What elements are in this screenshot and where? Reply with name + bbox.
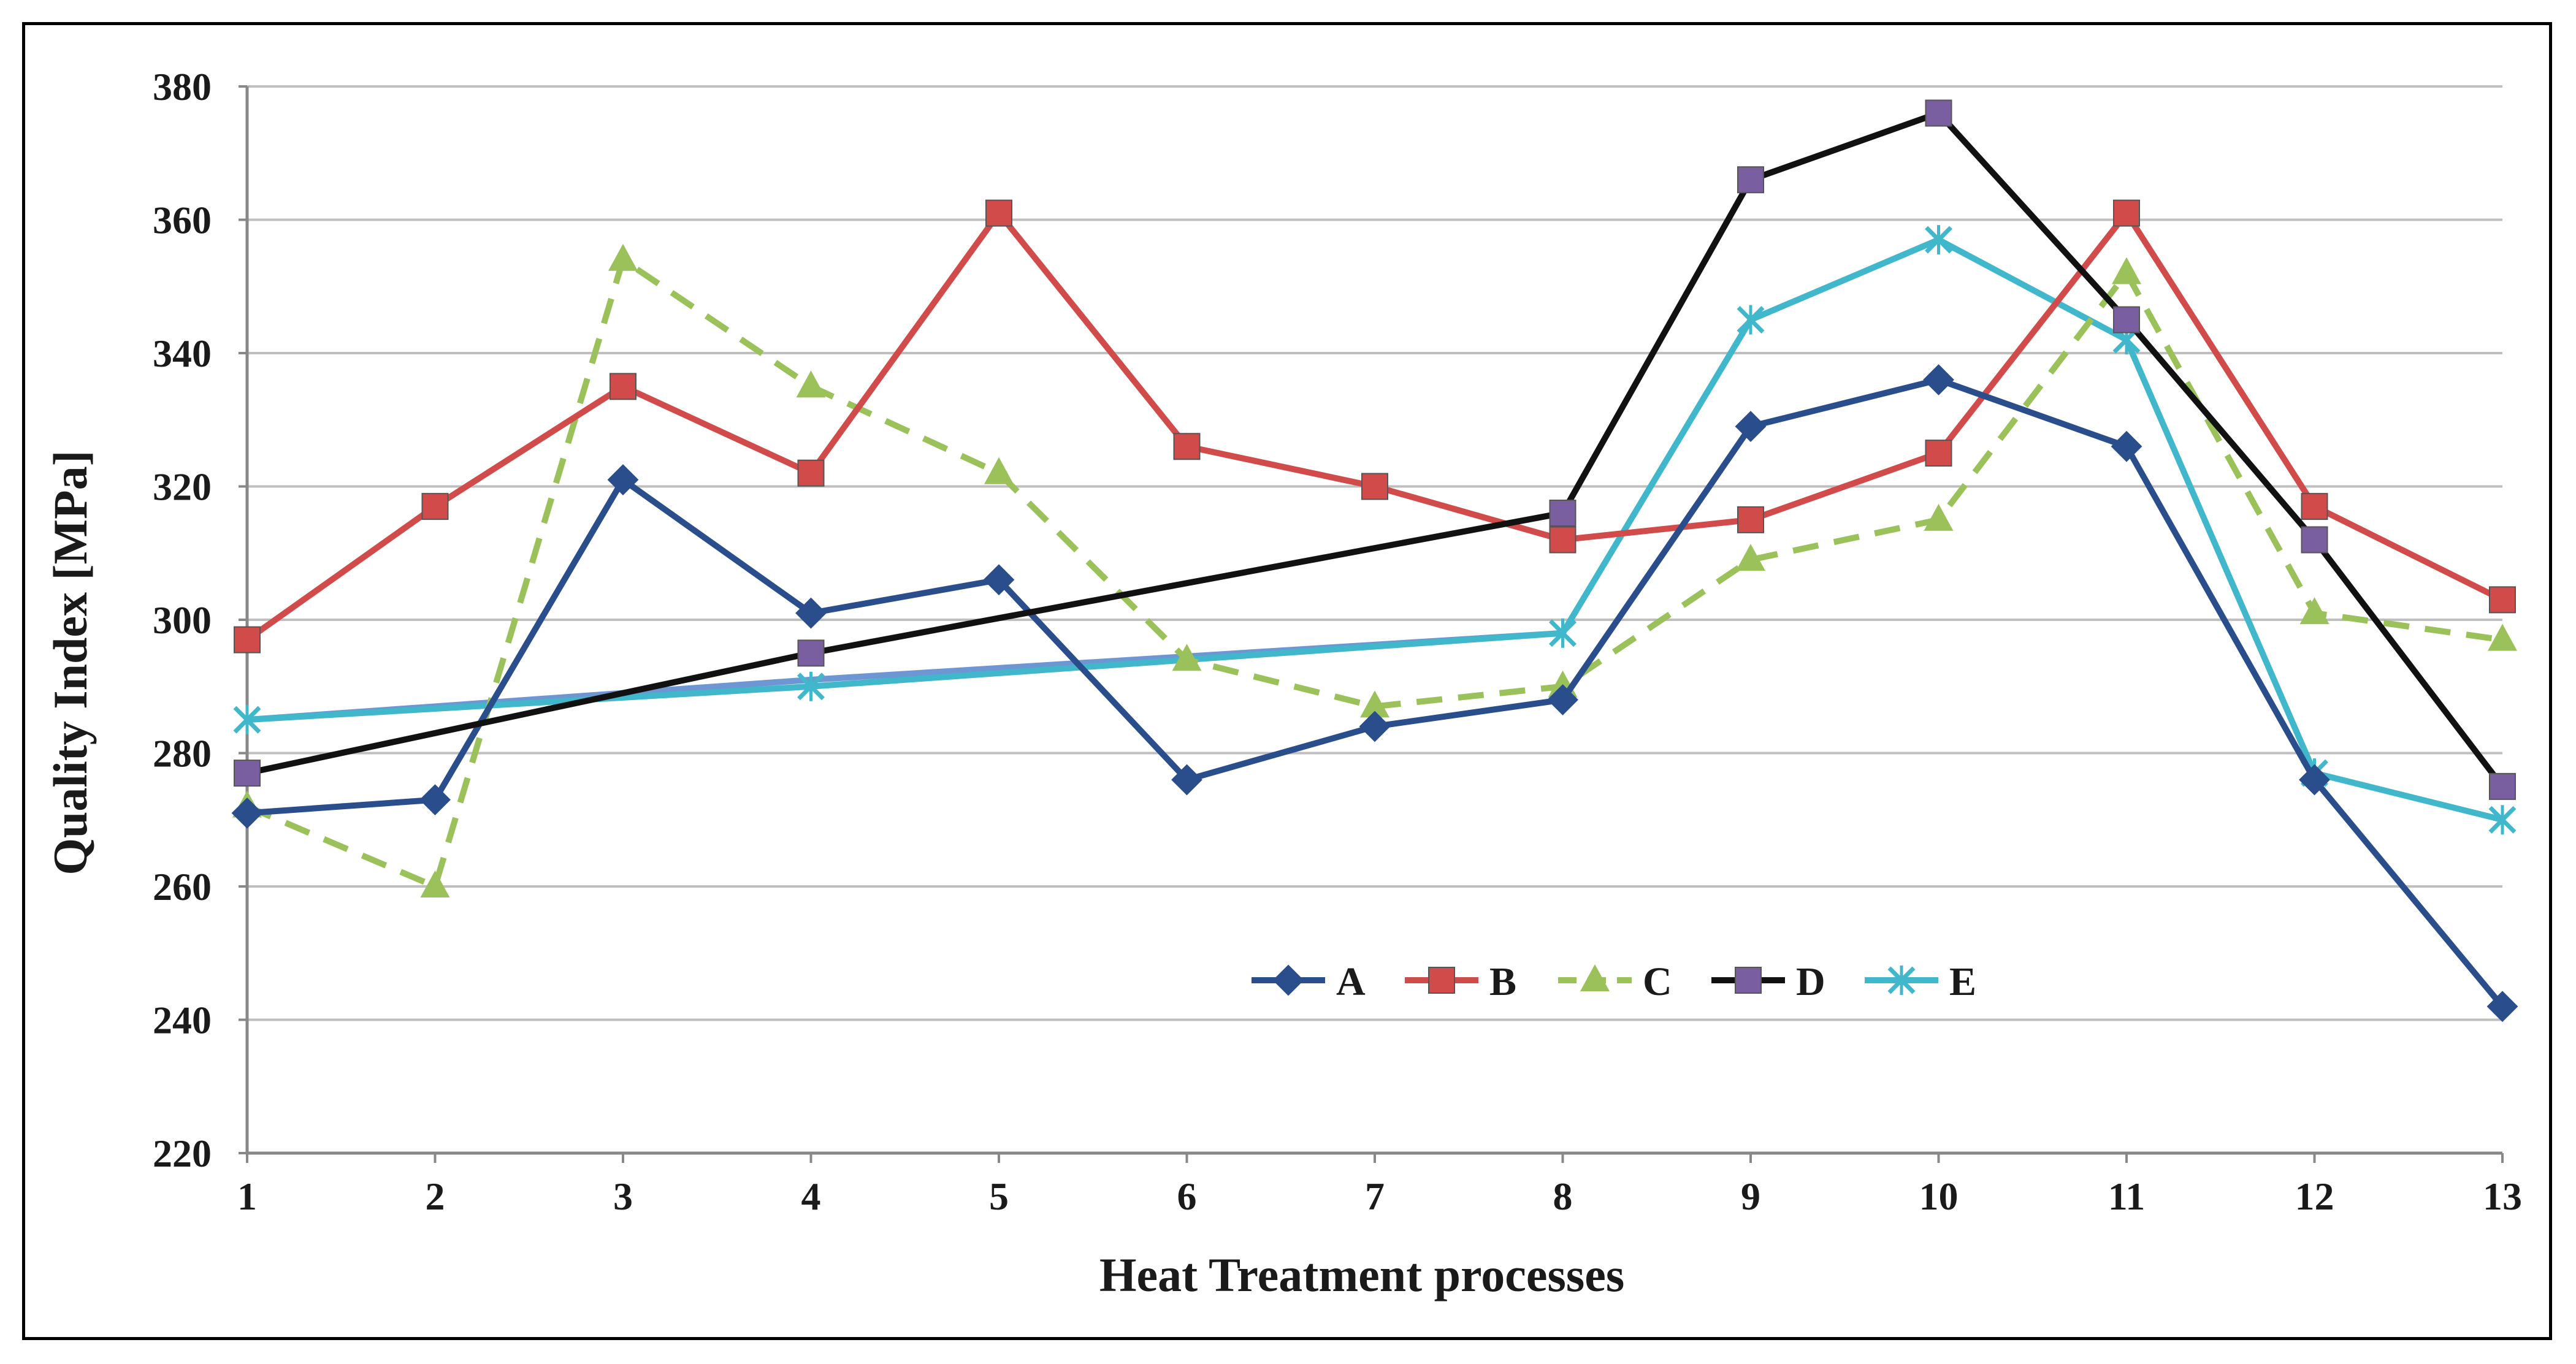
series-D-point-11 — [2113, 306, 2140, 333]
series-D-point-13 — [2489, 772, 2516, 800]
series-B-point-12 — [2301, 493, 2328, 520]
x-tick-label-12: 12 — [2295, 1175, 2334, 1218]
y-tick-label-360: 360 — [153, 199, 212, 242]
y-axis-title: Quality Index [MPa] — [44, 450, 97, 875]
x-tick-label-10: 10 — [1919, 1175, 1959, 1218]
x-tick-label-9: 9 — [1741, 1175, 1760, 1218]
series-C-point-7 — [1360, 690, 1389, 718]
series-layer — [231, 99, 2518, 1023]
y-tick-label-340: 340 — [153, 332, 212, 375]
chart-frame: 220 240 260 280 300 320 340 360 380 1 2 3 4 5 6 7 8 9 10 11… — [22, 22, 2552, 1340]
series-A-point-2 — [419, 784, 451, 816]
series-E-line — [247, 237, 2504, 823]
legend-label-A: A — [1336, 959, 1366, 1004]
legend-label-D: D — [1796, 959, 1825, 1004]
x-tick-label-13: 13 — [2483, 1175, 2522, 1218]
y-tick-label-320: 320 — [153, 465, 212, 509]
series-B-point-5 — [985, 199, 1012, 227]
x-tick-label-5: 5 — [989, 1175, 1009, 1218]
series-D-point-4 — [797, 639, 825, 667]
legend-label-B: B — [1489, 959, 1516, 1004]
series-D-point-1 — [234, 760, 261, 787]
series-A-point-7 — [1359, 711, 1391, 742]
series-A-point-8 — [1547, 684, 1578, 715]
series-E-point-4 — [797, 671, 825, 701]
series-B-point-2 — [421, 493, 449, 520]
x-tick-label-6: 6 — [1177, 1175, 1197, 1218]
x-tick-label-1: 1 — [237, 1175, 257, 1218]
series-B-point-9 — [1737, 506, 1764, 533]
series-E-point-8 — [1549, 618, 1577, 648]
y-tick-label-220: 220 — [153, 1132, 212, 1175]
series-B-point-10 — [1925, 440, 1952, 467]
x-tick-label-7: 7 — [1365, 1175, 1385, 1218]
grid-layer — [247, 85, 2502, 1021]
y-tick-label-240: 240 — [153, 999, 212, 1042]
series-A-point-9 — [1735, 411, 1767, 443]
legend-swatch-marker-C — [1580, 964, 1610, 991]
series-B-point-6 — [1173, 433, 1201, 460]
series-A-point-6 — [1171, 764, 1202, 796]
series-B-point-7 — [1361, 473, 1388, 500]
legend-label-C: C — [1643, 959, 1672, 1004]
series-E-point-9 — [1737, 305, 1765, 335]
series-A-point-10 — [1923, 364, 1954, 395]
legend-swatch-marker-E — [1887, 966, 1916, 995]
series-C-point-2 — [420, 871, 450, 897]
series-A-point-13 — [2486, 991, 2518, 1023]
y-tick-label-300: 300 — [153, 598, 212, 642]
legend-item-B: B — [1405, 959, 1516, 1004]
legend-item-C: C — [1558, 959, 1672, 1004]
series-C-point-13 — [2488, 623, 2517, 651]
series-D-point-12 — [2301, 526, 2328, 554]
series-B-point-3 — [610, 373, 636, 400]
legend: A B C D E — [1252, 959, 1976, 1004]
series-A-point-5 — [983, 564, 1015, 596]
series-C-point-6 — [1172, 644, 1202, 671]
series-B-point-8 — [1549, 526, 1577, 554]
series-C-point-10 — [1924, 503, 1954, 531]
series-C-point-11 — [2112, 257, 2141, 284]
series-B-point-1 — [234, 626, 261, 653]
x-tick-label-4: 4 — [801, 1175, 821, 1218]
series-C-point-9 — [1736, 544, 1765, 571]
series-B-point-13 — [2489, 586, 2516, 614]
series-E-point-10 — [1925, 225, 1952, 255]
x-axis-title: Heat Treatment processes — [1099, 1248, 1624, 1301]
legend-swatch-marker-D — [1735, 967, 1762, 994]
series-C-point-5 — [984, 457, 1014, 484]
legend-item-E: E — [1865, 959, 1976, 1004]
series-D-point-10 — [1925, 99, 1952, 127]
legend-item-D: D — [1711, 959, 1825, 1004]
series-D-line — [246, 110, 2505, 788]
series-A-point-3 — [607, 464, 639, 496]
series-A-point-4 — [795, 597, 827, 629]
series-A-point-12 — [2299, 764, 2330, 796]
x-tick-label-11: 11 — [2108, 1175, 2145, 1218]
series-D-point-9 — [1737, 166, 1764, 194]
series-E-point-13 — [2488, 805, 2517, 835]
series-C-point-4 — [796, 370, 826, 398]
series-C-point-12 — [2299, 597, 2329, 625]
series-A-point-11 — [2111, 430, 2142, 462]
legend-swatch-marker-B — [1428, 967, 1455, 994]
y-tick-label-260: 260 — [153, 865, 212, 909]
series-A-point-1 — [231, 797, 263, 829]
series-B-point-4 — [797, 459, 825, 487]
series-C-point-3 — [608, 243, 638, 271]
series-B-point-11 — [2113, 199, 2140, 227]
x-tick-label-8: 8 — [1553, 1175, 1573, 1218]
series-D-point-8 — [1549, 500, 1577, 527]
y-tick-label-280: 280 — [153, 732, 212, 775]
x-tick-label-3: 3 — [613, 1175, 633, 1218]
legend-label-E: E — [1949, 959, 1976, 1004]
legend-swatch-marker-A — [1272, 964, 1304, 996]
series-E-point-1 — [233, 705, 261, 735]
y-tick-label-380: 380 — [153, 65, 212, 109]
legend-item-A: A — [1252, 959, 1366, 1004]
x-tick-label-2: 2 — [426, 1175, 445, 1218]
